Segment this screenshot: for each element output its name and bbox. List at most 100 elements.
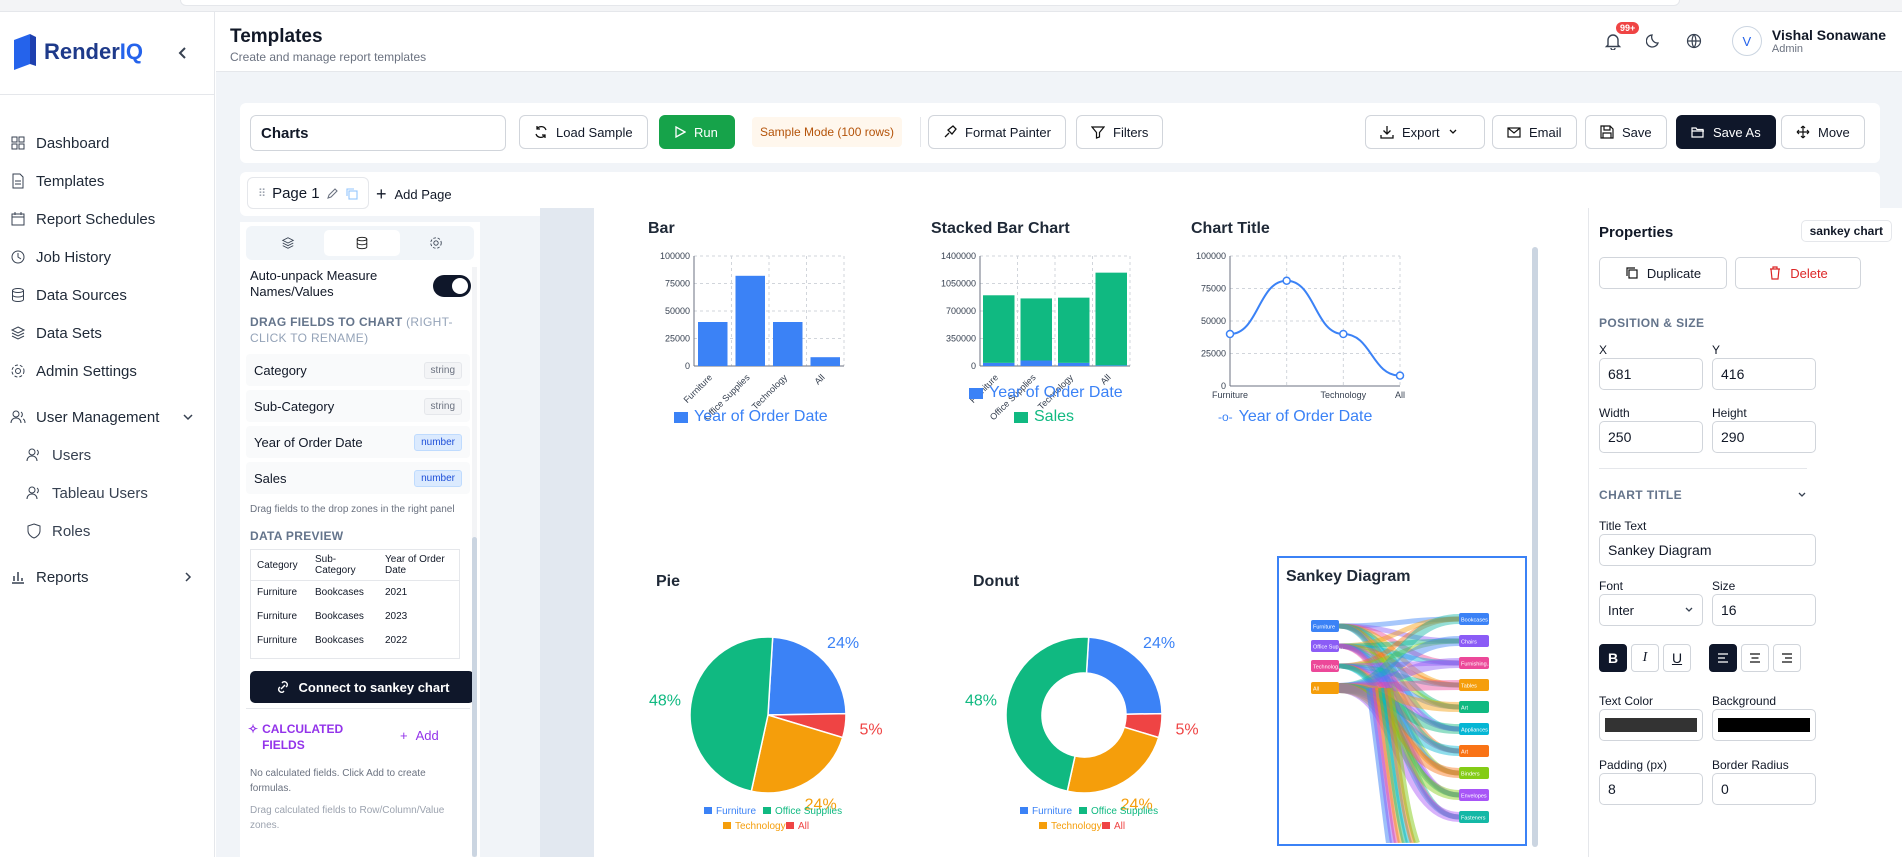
format-painter-button[interactable]: Format Painter (928, 115, 1066, 149)
move-icon (1796, 125, 1810, 139)
font-select[interactable]: Inter (1599, 594, 1703, 626)
sidebar-item-label: Reports (36, 568, 89, 586)
padding-input[interactable]: 8 (1599, 773, 1703, 805)
copy-icon[interactable] (345, 187, 358, 200)
height-input[interactable]: 290 (1712, 421, 1816, 453)
legend-marker-icon: -o- (1218, 410, 1233, 424)
delete-button[interactable]: Delete (1735, 257, 1861, 289)
sankey-link (1338, 638, 1460, 669)
stacked-bar-segment (983, 295, 1015, 363)
duplicate-button[interactable]: Duplicate (1599, 257, 1727, 289)
canvas-scrollbar[interactable] (1532, 212, 1538, 857)
table-cell: Furniture (257, 635, 298, 646)
font-label: Font (1599, 579, 1624, 593)
sankey-chart-title: Sankey Diagram (1286, 568, 1411, 585)
sankey-chart-selected[interactable]: Sankey Diagram Furniture Office Sup... Tec… (1277, 556, 1527, 846)
auto-unpack-toggle[interactable] (433, 275, 471, 297)
donut-chart[interactable]: 24% 5% 24% 48% Furniture Office Supplies Techn… (964, 613, 1234, 833)
bold-button[interactable]: B (1599, 644, 1627, 672)
bar (810, 357, 840, 366)
load-sample-button[interactable]: Load Sample (519, 115, 648, 149)
email-button[interactable]: Email (1492, 115, 1577, 149)
title-text-input[interactable]: Sankey Diagram (1599, 534, 1816, 566)
align-left-button[interactable] (1709, 644, 1737, 672)
move-button[interactable]: Move (1781, 115, 1865, 149)
stacked-bar-chart[interactable]: 140000010500007000003500000FurnitureOffi… (916, 246, 1136, 426)
tab-settings[interactable] (398, 230, 474, 256)
app-logo[interactable]: RenderIQ (12, 34, 143, 70)
border-radius-input[interactable]: 0 (1712, 773, 1816, 805)
tab-page-1[interactable]: ⠿ Page 1 (247, 177, 369, 209)
sidebar-item-admin-settings[interactable]: Admin Settings (0, 352, 214, 390)
size-input[interactable]: 16 (1712, 594, 1816, 626)
user-menu[interactable]: V Vishal Sonawane Admin (1731, 26, 1886, 56)
sidebar-item-data-sets[interactable]: Data Sets (0, 314, 214, 352)
sidebar-item-user-management[interactable]: User Management (0, 398, 214, 436)
sidebar-item-templates[interactable]: Templates (0, 162, 214, 200)
legend-label: Technology (1051, 821, 1102, 832)
sidebar-item-tableau-users[interactable]: Tableau Users (0, 474, 214, 512)
align-right-button[interactable] (1773, 644, 1801, 672)
moon-icon[interactable] (1646, 33, 1662, 49)
field-sales[interactable]: Sales number (246, 462, 470, 494)
sankey-target-node (1459, 723, 1489, 735)
sankey-link (1338, 658, 1460, 693)
sidebar-item-data-sources[interactable]: Data Sources (0, 276, 214, 314)
calculated-fields-heading: ✧ CALCULATED FIELDS (248, 721, 348, 753)
sankey-link (1338, 663, 1460, 732)
x-tick-label: Furniture (1212, 390, 1248, 400)
chevron-down-icon[interactable] (1797, 490, 1807, 500)
notifications-button[interactable]: 99+ (1604, 22, 1640, 50)
table-cell: Bookcases (315, 635, 364, 646)
collapse-sidebar-chevron-icon[interactable] (176, 46, 190, 60)
calc-drag-hint: Drag calculated fields to Row/Column/Val… (250, 805, 445, 831)
run-button[interactable]: Run (659, 115, 735, 149)
y-label: Y (1712, 343, 1721, 357)
template-name-input[interactable]: Charts (250, 115, 506, 151)
export-button[interactable]: Export (1365, 115, 1485, 149)
save-as-button[interactable]: Save As (1676, 115, 1776, 149)
add-page-button[interactable]: + Add Page (376, 184, 452, 205)
globe-icon[interactable] (1686, 33, 1702, 49)
align-center-button[interactable] (1741, 644, 1769, 672)
address-bar[interactable] (180, 0, 1680, 6)
filters-button[interactable]: Filters (1076, 115, 1164, 149)
panel-scrollbar[interactable] (472, 267, 477, 857)
field-year-of-order-date[interactable]: Year of Order Date number (246, 426, 470, 458)
series-line (1229, 279, 1401, 377)
x-input[interactable]: 681 (1599, 358, 1703, 390)
tab-data[interactable] (324, 230, 400, 256)
sankey-link (1338, 660, 1460, 669)
italic-button[interactable]: I (1631, 644, 1659, 672)
sidebar-item-report-schedules[interactable]: Report Schedules (0, 200, 214, 238)
y-tick-label: 1400000 (941, 251, 976, 261)
connect-chart-button[interactable]: Connect to sankey chart (250, 671, 474, 703)
field-category[interactable]: Category string (246, 354, 470, 386)
sidebar-item-roles[interactable]: Roles (0, 512, 214, 550)
sankey-link (1338, 643, 1460, 666)
y-input[interactable]: 416 (1712, 358, 1816, 390)
sankey-node-label: Art (1461, 750, 1469, 756)
sidebar-item-dashboard[interactable]: Dashboard (0, 124, 214, 162)
pie-chart[interactable]: 24% 5% 24% 48% Furniture Office Supplies Techn… (648, 613, 918, 833)
add-label: Add (415, 728, 439, 743)
sidebar-item-reports[interactable]: Reports (0, 558, 214, 596)
underline-button[interactable]: U (1663, 644, 1691, 672)
background-color-swatch[interactable] (1712, 709, 1816, 741)
add-calculated-field-button[interactable]: + Add (400, 728, 439, 743)
y-tick-label: 50000 (1201, 316, 1226, 326)
legend-label: Year of Order Date (1238, 408, 1373, 425)
text-color-swatch[interactable] (1599, 709, 1703, 741)
auto-unpack-label: Auto-unpack Measure Names/Values (250, 268, 378, 299)
sidebar-item-users[interactable]: Users (0, 436, 214, 474)
sidebar-item-job-history[interactable]: Job History (0, 238, 214, 276)
drag-handle-icon[interactable]: ⠿ (258, 187, 267, 200)
save-button[interactable]: Save (1585, 115, 1667, 149)
field-sub-category[interactable]: Sub-Category string (246, 390, 470, 422)
table-cell: 2022 (385, 635, 408, 646)
tab-layers[interactable] (250, 230, 326, 256)
pencil-icon[interactable] (326, 187, 339, 200)
width-input[interactable]: 250 (1599, 421, 1703, 453)
